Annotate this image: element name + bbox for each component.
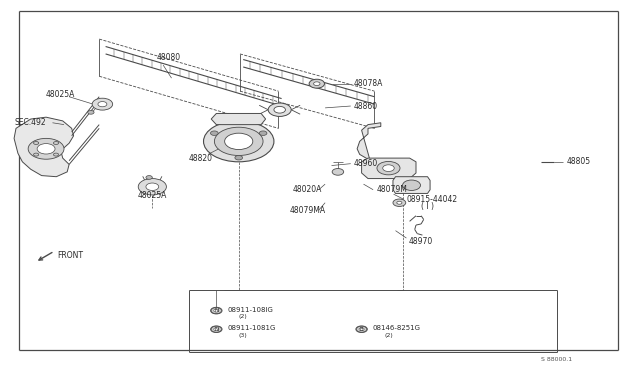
Circle shape bbox=[397, 201, 402, 204]
Circle shape bbox=[98, 102, 107, 107]
Circle shape bbox=[332, 169, 344, 175]
Polygon shape bbox=[211, 113, 266, 125]
Circle shape bbox=[54, 141, 59, 144]
Circle shape bbox=[356, 326, 367, 332]
Circle shape bbox=[54, 153, 59, 156]
Polygon shape bbox=[393, 177, 430, 193]
Text: N: N bbox=[214, 327, 218, 332]
Circle shape bbox=[214, 328, 219, 331]
Text: 48078A: 48078A bbox=[354, 79, 383, 88]
Circle shape bbox=[28, 138, 64, 159]
Circle shape bbox=[225, 133, 253, 150]
Circle shape bbox=[359, 328, 364, 331]
Text: 48025A: 48025A bbox=[138, 191, 167, 200]
Text: (2): (2) bbox=[384, 333, 393, 338]
Text: 48970: 48970 bbox=[408, 237, 433, 246]
Circle shape bbox=[259, 131, 267, 135]
Circle shape bbox=[37, 144, 55, 154]
Text: 48860: 48860 bbox=[354, 102, 378, 110]
Circle shape bbox=[92, 98, 113, 110]
Polygon shape bbox=[362, 158, 416, 179]
Circle shape bbox=[211, 326, 221, 332]
Circle shape bbox=[235, 155, 243, 160]
Circle shape bbox=[211, 308, 221, 314]
Circle shape bbox=[146, 183, 159, 190]
Circle shape bbox=[214, 127, 263, 155]
Text: 08911-1081G: 08911-1081G bbox=[227, 325, 276, 331]
Circle shape bbox=[383, 165, 394, 171]
Circle shape bbox=[88, 110, 94, 114]
Text: N: N bbox=[214, 308, 218, 313]
Circle shape bbox=[146, 176, 152, 179]
Text: 48079M: 48079M bbox=[376, 185, 407, 194]
Text: 48805: 48805 bbox=[566, 157, 591, 166]
Text: 08146-8251G: 08146-8251G bbox=[372, 325, 420, 331]
Text: ( I ): ( I ) bbox=[421, 202, 434, 211]
Text: 48025A: 48025A bbox=[46, 90, 76, 99]
Circle shape bbox=[393, 199, 406, 206]
Text: 48960: 48960 bbox=[354, 159, 378, 168]
Text: S 88000.1: S 88000.1 bbox=[541, 357, 572, 362]
Circle shape bbox=[204, 121, 274, 162]
Polygon shape bbox=[14, 117, 74, 177]
Text: FRONT: FRONT bbox=[58, 251, 84, 260]
Text: (2): (2) bbox=[239, 314, 248, 320]
Circle shape bbox=[403, 180, 420, 190]
Circle shape bbox=[268, 103, 291, 116]
Text: (3): (3) bbox=[239, 333, 248, 338]
Circle shape bbox=[214, 309, 219, 312]
Circle shape bbox=[309, 79, 324, 88]
Circle shape bbox=[274, 106, 285, 113]
Text: B: B bbox=[360, 327, 364, 332]
Circle shape bbox=[138, 179, 166, 195]
Circle shape bbox=[33, 141, 38, 144]
Text: 48020A: 48020A bbox=[293, 185, 323, 194]
Circle shape bbox=[377, 161, 400, 175]
Text: SEC.492: SEC.492 bbox=[14, 118, 45, 127]
Polygon shape bbox=[357, 123, 381, 160]
Text: 48820: 48820 bbox=[189, 154, 212, 163]
Text: 08911-108lG: 08911-108lG bbox=[227, 307, 273, 312]
Circle shape bbox=[211, 131, 218, 135]
Text: 48079MA: 48079MA bbox=[289, 206, 325, 215]
Circle shape bbox=[33, 153, 38, 156]
Text: 08915-44042: 08915-44042 bbox=[406, 195, 458, 203]
Circle shape bbox=[314, 82, 320, 86]
Text: 48080: 48080 bbox=[157, 53, 181, 62]
